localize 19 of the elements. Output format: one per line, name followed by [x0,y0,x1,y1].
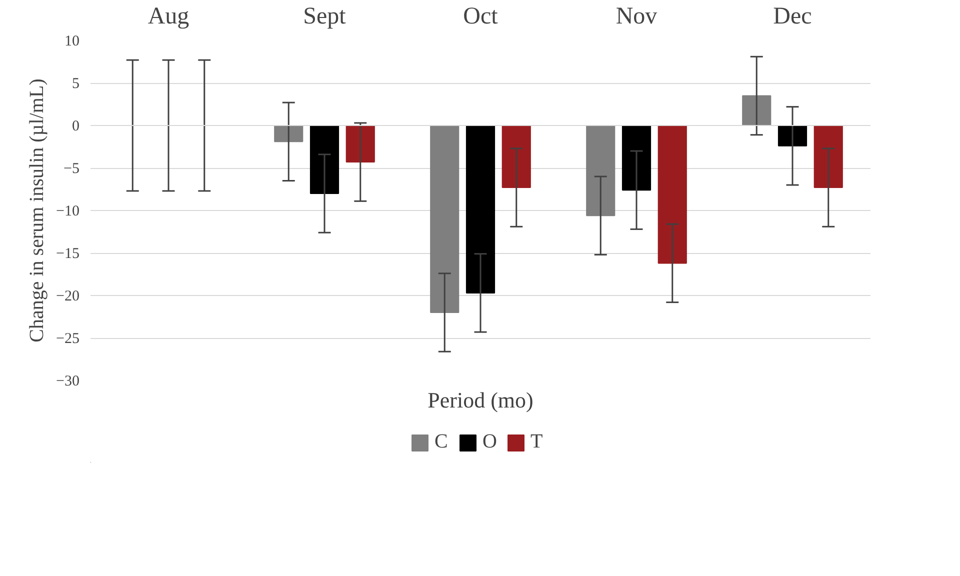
x-tick-label: Dec [773,4,812,30]
y-tick-label: −30 [56,374,80,390]
x-tick-label: Aug [148,4,190,30]
legend-label: C [434,430,449,454]
y-tick-label: −10 [56,204,80,220]
y-tick-label: 10 [64,34,80,50]
y-axis-title: Change in serum insulin (µl/mL) [26,78,48,342]
y-tick-label: −15 [56,246,80,262]
legend-label: T [530,430,544,454]
legend-label: O [482,430,498,454]
y-tick-label: 0 [72,118,80,134]
y-tick-label: −5 [64,161,80,177]
x-tick-label: Oct [463,4,498,30]
y-tick-label: −25 [56,331,80,347]
y-tick-label: 5 [72,76,80,92]
x-tick-label: Sept [303,4,346,30]
y-tick-label: −20 [56,288,80,304]
x-tick-label: Nov [616,4,658,30]
x-axis-title: Period (mo) [428,388,534,412]
